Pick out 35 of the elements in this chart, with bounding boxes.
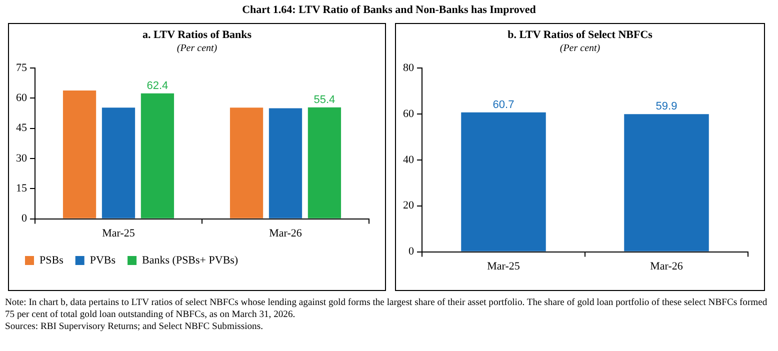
bar [268,108,302,218]
bar [308,107,342,218]
y-tick-label: 0 [22,212,28,225]
x-tick-label: Mar-26 [650,260,684,272]
data-label: 60.7 [492,98,514,111]
y-tick-label: 20 [403,200,414,212]
y-tick-label: 75 [16,62,28,74]
x-tick-label: Mar-25 [487,260,520,272]
x-tick-label: Mar-26 [269,227,302,240]
chart-subtitle: (Per cent) [558,43,602,54]
bar [230,108,264,218]
data-label: 59.9 [656,100,678,113]
chart-subtitle: (Per cent) [176,43,218,54]
data-label: 55.4 [314,94,336,106]
y-tick-label: 40 [403,154,414,166]
y-tick-label: 80 [403,62,414,74]
y-tick-label: 0 [408,246,414,258]
y-tick-label: 30 [16,152,28,164]
y-tick-label: 45 [16,122,28,134]
bar [62,90,96,218]
caption: Chart 1.64: LTV Ratio of Banks and Non-Banks has Improved [241,4,537,16]
data-label: 62.4 [146,80,168,92]
y-tick-label: 15 [16,182,28,195]
bar [102,108,136,218]
bar [140,93,174,218]
legend-label: PSBs [40,254,64,266]
chart-title: a. LTV Ratios of Banks [141,29,253,41]
source-note: Sources: RBI Supervisory Returns; and Select NBFC Submissions. [5,321,264,333]
text: Note: In chart b, data pertains to LTV ratios of select NBFCs whose lending against gold forms the largest share of their asset portfolio. The share of gold loan portfolio of these select NBFCs formed 75 per cent of total gold loan outstanding of NBFCs, as on March 31, 2026. [5,297,768,321]
chart-title: b. LTV Ratios of Select NBFCs [506,29,654,41]
y-tick-label: 60 [16,92,28,104]
legend-label: PVBs [90,254,116,266]
x-tick-label: Mar-25 [102,227,136,240]
legend-label: Banks (PSBs+ PVBs) [142,254,238,266]
y-tick-label: 60 [403,108,414,120]
